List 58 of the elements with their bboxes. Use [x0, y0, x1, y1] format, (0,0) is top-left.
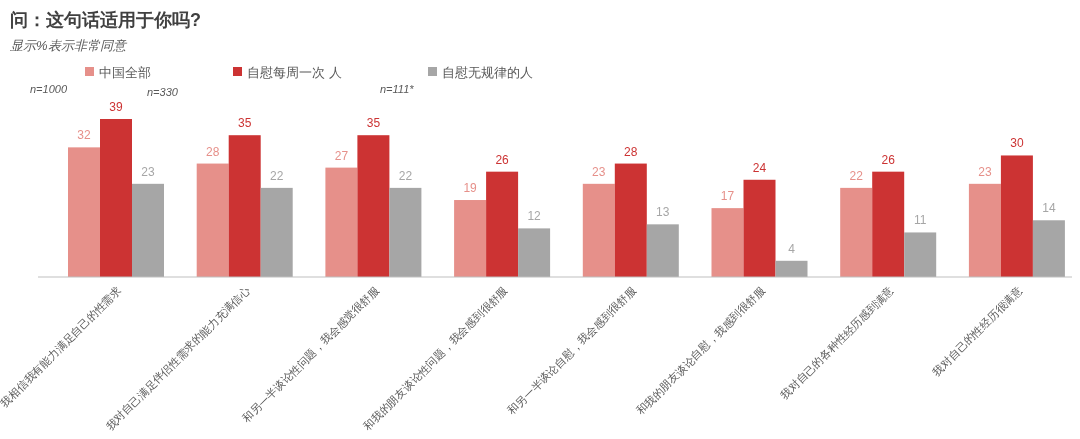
legend-label: 自慰每周一次 人 — [247, 65, 342, 80]
data-label: 19 — [463, 181, 478, 196]
bar — [228, 135, 261, 277]
data-label: 23 — [592, 164, 606, 179]
data-label: 13 — [656, 205, 670, 220]
bar — [357, 135, 390, 277]
text: n=1000 — [30, 83, 68, 95]
bar — [743, 179, 776, 277]
data-label: 22 — [270, 168, 284, 183]
bar — [968, 183, 1001, 277]
bar — [582, 183, 615, 277]
bar — [775, 260, 808, 277]
data-label: 22 — [398, 168, 413, 183]
data-label: 26 — [881, 152, 896, 167]
data-label: 35 — [238, 116, 252, 131]
bar — [711, 208, 744, 277]
bar — [872, 171, 905, 277]
x-tick-label: 我对自己的各种性经历感到满意 — [778, 283, 896, 402]
bar — [614, 163, 647, 277]
bar — [840, 187, 873, 277]
bar — [1000, 155, 1033, 277]
bar — [389, 187, 422, 277]
data-label: 28 — [206, 144, 220, 159]
bar — [132, 183, 164, 277]
data-label: 12 — [527, 209, 542, 224]
data-label: 27 — [334, 148, 349, 163]
bar — [196, 163, 229, 277]
bar — [1032, 220, 1065, 277]
data-label: 39 — [109, 100, 123, 114]
data-label: 17 — [720, 189, 735, 204]
data-label: 4 — [788, 241, 796, 256]
data-label: 30 — [1010, 136, 1024, 151]
bar — [100, 119, 132, 277]
data-label: 22 — [849, 168, 864, 183]
bar — [518, 228, 551, 277]
bar — [68, 147, 100, 277]
legend-label: 中国全部 — [99, 65, 151, 80]
bar — [325, 167, 358, 277]
chart-title: 问：这句话适用于你吗? — [10, 10, 201, 30]
text: n=111* — [380, 83, 415, 95]
bar — [646, 224, 679, 277]
text: n=330 — [147, 86, 179, 98]
x-tick-label: 我对自己的性经历很满意 — [930, 283, 1025, 378]
data-label: 26 — [495, 152, 510, 167]
data-label: 11 — [913, 213, 927, 228]
bar — [260, 187, 293, 277]
data-label: 23 — [978, 164, 992, 179]
legend-label: 自慰无规律的人 — [442, 65, 533, 80]
bar — [904, 232, 937, 277]
data-label: 24 — [752, 160, 767, 175]
bar — [486, 171, 519, 277]
data-label: 35 — [366, 116, 381, 131]
data-label: 32 — [77, 128, 91, 143]
bar — [454, 200, 487, 277]
data-label: 28 — [624, 144, 638, 159]
data-label: 23 — [141, 164, 155, 179]
data-label: 14 — [1042, 201, 1056, 216]
chart-subtitle: 显示%表示非常同意 — [9, 38, 128, 53]
